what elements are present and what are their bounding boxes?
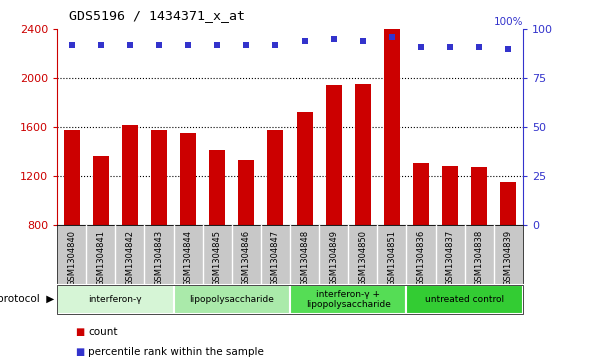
Text: GSM1304836: GSM1304836 [416, 230, 426, 286]
Text: GSM1304851: GSM1304851 [388, 230, 397, 286]
Text: GSM1304839: GSM1304839 [504, 230, 513, 286]
Text: GSM1304847: GSM1304847 [271, 230, 280, 286]
Bar [174, 285, 290, 314]
Bar [471, 167, 487, 323]
Bar [290, 285, 406, 314]
Bar [326, 85, 341, 323]
Bar [151, 130, 167, 323]
Text: GSM1304840: GSM1304840 [67, 230, 76, 286]
Text: GSM1304844: GSM1304844 [183, 230, 192, 286]
Text: 100%: 100% [493, 17, 523, 27]
Text: GSM1304850: GSM1304850 [358, 230, 367, 286]
Text: GSM1304838: GSM1304838 [475, 230, 484, 286]
Bar [384, 29, 400, 323]
Bar [180, 133, 196, 323]
Text: GSM1304842: GSM1304842 [126, 230, 135, 286]
Text: GDS5196 / 1434371_x_at: GDS5196 / 1434371_x_at [69, 9, 245, 22]
Text: GSM1304845: GSM1304845 [213, 230, 222, 286]
Bar [122, 125, 138, 323]
Text: percentile rank within the sample: percentile rank within the sample [88, 347, 264, 357]
Text: interferon-γ +
lipopolysaccharide: interferon-γ + lipopolysaccharide [306, 290, 391, 309]
Text: ■: ■ [75, 327, 84, 337]
Bar [406, 285, 523, 314]
Bar [64, 130, 80, 323]
Text: GSM1304849: GSM1304849 [329, 230, 338, 286]
Bar [239, 160, 254, 323]
Text: count: count [88, 327, 118, 337]
Bar [93, 156, 109, 323]
Bar [296, 112, 313, 323]
Text: untreated control: untreated control [425, 295, 504, 304]
Bar [500, 182, 516, 323]
Bar [442, 166, 458, 323]
Text: GSM1304846: GSM1304846 [242, 230, 251, 286]
Bar [209, 150, 225, 323]
Text: interferon-γ: interferon-γ [88, 295, 142, 304]
Text: lipopolysaccharide: lipopolysaccharide [189, 295, 274, 304]
Bar [355, 84, 371, 323]
Text: ■: ■ [75, 347, 84, 357]
Bar [267, 130, 284, 323]
Text: GSM1304848: GSM1304848 [300, 230, 309, 286]
Text: GSM1304843: GSM1304843 [154, 230, 163, 286]
Bar [57, 285, 174, 314]
Text: protocol  ▶: protocol ▶ [0, 294, 54, 305]
Bar [413, 163, 429, 323]
Text: GSM1304837: GSM1304837 [445, 230, 454, 286]
Text: GSM1304841: GSM1304841 [96, 230, 105, 286]
